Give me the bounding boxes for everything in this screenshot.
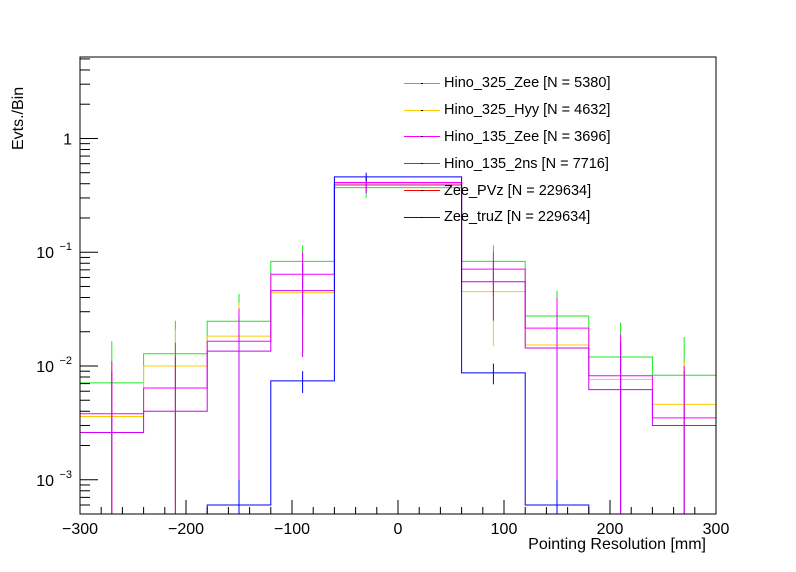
legend-entry: Hino_135_Zee [N = 3696] <box>400 124 640 151</box>
legend-swatch <box>404 163 440 165</box>
legend-swatch <box>404 136 440 138</box>
y-tick-exponent: −2 <box>59 355 72 367</box>
x-tick-label: −300 <box>62 521 98 538</box>
y-axis-label: Evts./Bin <box>10 86 27 150</box>
x-axis-label: Pointing Resolution [mm] <box>528 536 706 553</box>
legend-label: Hino_135_2ns [N = 7716] <box>444 155 609 172</box>
legend: Hino_325_Zee [N = 5380] Hino_325_Hyy [N =… <box>400 70 640 231</box>
legend-entry: Hino_135_2ns [N = 7716] <box>400 150 640 177</box>
x-tick-label: 200 <box>597 521 624 538</box>
y-tick-label: 1 <box>63 131 72 148</box>
legend-swatch <box>404 190 440 192</box>
legend-swatch <box>404 82 440 84</box>
legend-label: Zee_truZ [N = 229634] <box>444 209 591 226</box>
x-tick-label: −100 <box>274 521 310 538</box>
legend-swatch <box>404 216 440 218</box>
legend-label: Hino_325_Hyy [N = 4632] <box>444 102 611 119</box>
legend-swatch <box>404 109 440 111</box>
legend-label: Zee_PVz [N = 229634] <box>444 182 592 199</box>
x-tick-label: −200 <box>168 521 204 538</box>
y-tick-label: 10 <box>36 245 54 262</box>
axis-layer: −300 −200 −100 0 100 200 300 10 −3 10 −2 10 −1 1 <box>36 58 730 538</box>
series-line <box>80 184 716 434</box>
x-tick-label: 100 <box>491 521 518 538</box>
y-tick-exponent: −1 <box>59 241 72 253</box>
x-tick-label: 0 <box>394 521 403 538</box>
y-tick-exponent: −3 <box>59 469 72 481</box>
y-tick-label: 10 <box>36 359 54 376</box>
legend-entry: Hino_325_Zee [N = 5380] <box>400 70 640 97</box>
legend-entry: Zee_truZ [N = 229634] <box>400 204 640 231</box>
x-tick-label: 300 <box>703 521 730 538</box>
legend-label: Hino_135_Zee [N = 3696] <box>444 128 611 145</box>
legend-label: Hino_325_Zee [N = 5380] <box>444 75 611 92</box>
legend-entry: Zee_PVz [N = 229634] <box>400 177 640 204</box>
y-tick-label: 10 <box>36 473 54 490</box>
legend-entry: Hino_325_Hyy [N = 4632] <box>400 97 640 124</box>
